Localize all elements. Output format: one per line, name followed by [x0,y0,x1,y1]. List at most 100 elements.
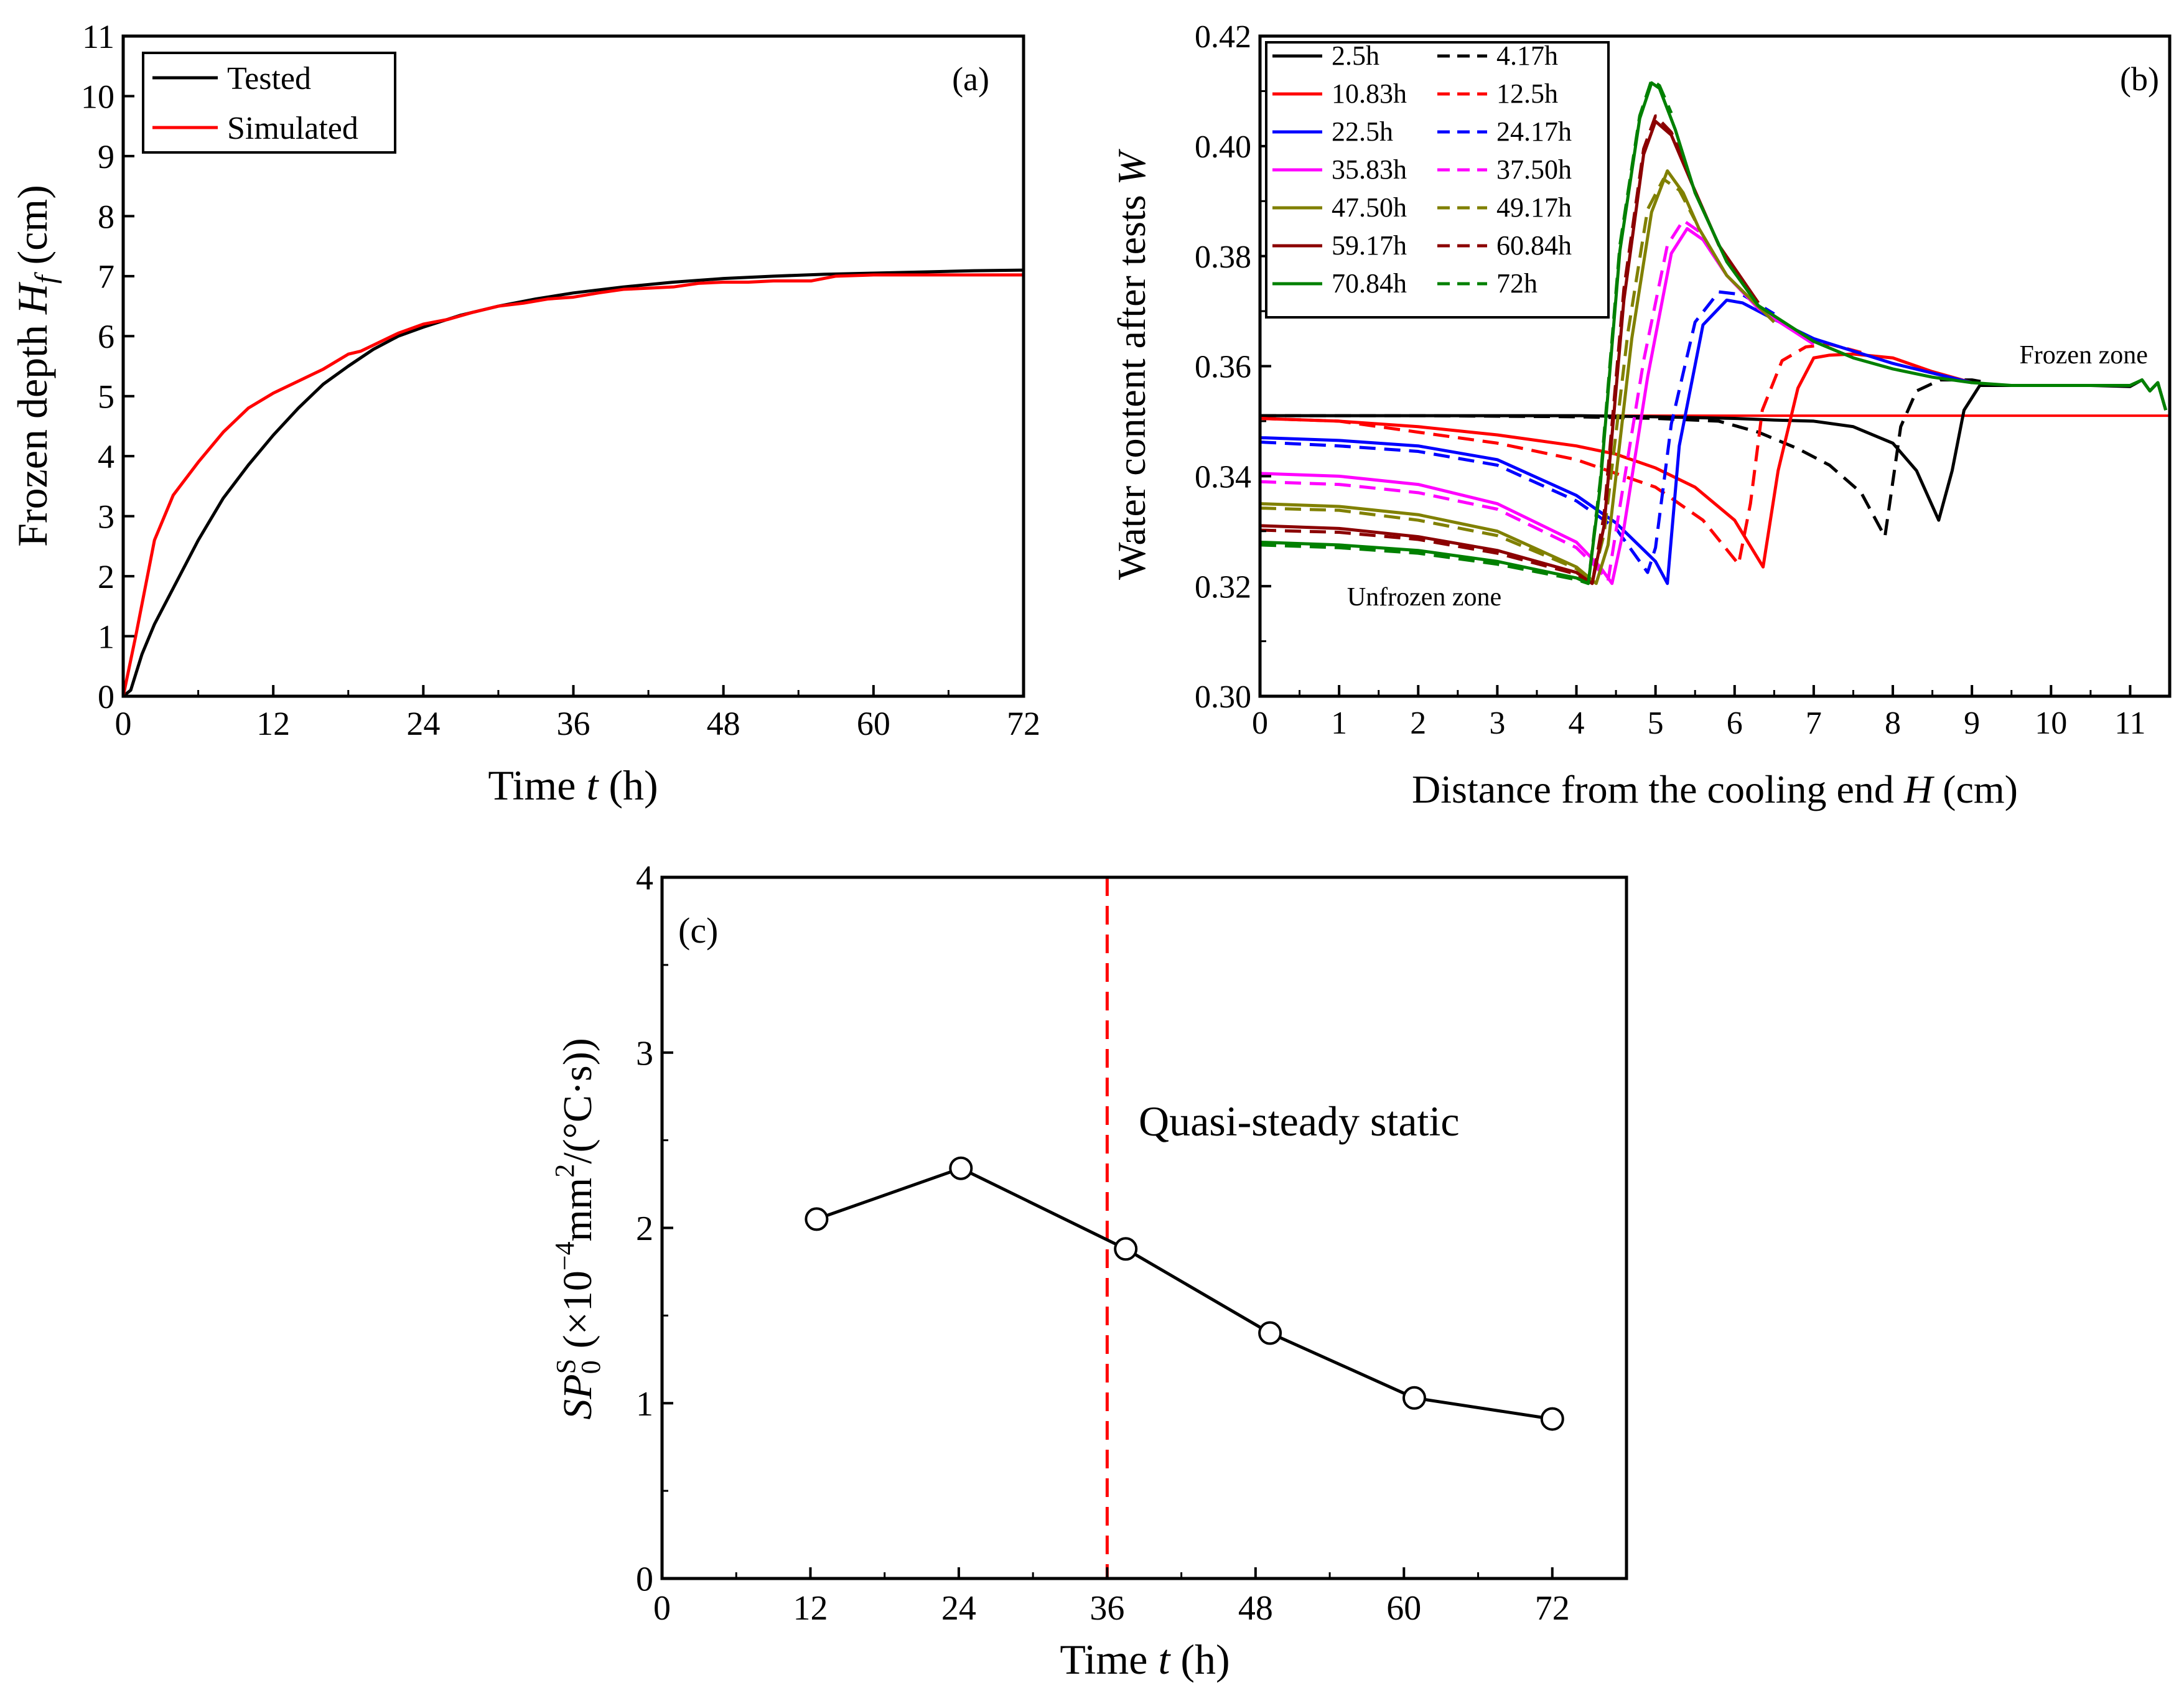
panel-a-y-tick-label: 1 [98,618,114,655]
panel-b-label: (b) [2120,60,2159,98]
panel-a-x-tick-label: 48 [707,705,740,742]
panel-c-x-tick-label: 48 [1238,1589,1273,1628]
legend-simulated-label: Simulated [227,111,358,146]
panel-b-legend: 2.5h 4.17h 10.83h 12.5h 22.5h 24.17h 35.83h 37.… [1265,40,1610,319]
panel-b-x-tick-label: 11 [2114,706,2145,741]
legend-label-70-84h: 70.84h [1332,268,1407,299]
legend-label-12-5h: 12.5h [1496,78,1558,109]
panel-b-y-tick-label: 0.34 [1195,460,1251,495]
panel-b-x-tick-label: 2 [1410,706,1426,741]
panel-b-x-tick-label: 0 [1252,706,1268,741]
panel-a-x-tick-label: 0 [115,705,132,742]
panel-a-plot-frame [121,34,1025,698]
annotation-frozen-zone: Frozen zone [2019,341,2147,370]
panel-c-x-tick-label: 24 [941,1589,976,1628]
panel-b-y-tick-label: 0.30 [1195,679,1251,715]
legend-label-22-5h: 22.5h [1332,116,1393,147]
panel-a-series-tested [122,268,1024,697]
panel-b-series-72h [1259,78,1673,585]
legend-label-35-83h: 35.83h [1332,154,1407,185]
panel-c-y-tick-label: 2 [636,1210,653,1248]
legend-label-4-17h: 4.17h [1496,40,1558,71]
panel-c-x-tick-label: 0 [653,1589,671,1628]
panel-a-y-tick-label: 9 [98,138,114,175]
panel-c-data-point [1402,1386,1426,1410]
panel-c-y-axis-title: SP0S (×10−4mm2/(°C·s)) [549,1038,606,1419]
panel-c-label: (c) [678,910,718,951]
panel-b-water-content-chart: 0 1 2 3 4 5 6 7 8 9 10 11 0.30 0.32 0.34 0.36 0.38 0.40 0.… [1109,19,2172,811]
panel-b-series-12-5h [1259,342,1862,566]
panel-a-legend: Tested Simulated [142,52,396,154]
panel-b-y-tick-label: 0.38 [1195,240,1251,275]
panel-a-y-tick-label: 8 [98,198,114,235]
panel-c-data-point [1114,1237,1138,1261]
legend-label-49-17h: 49.17h [1496,192,1572,223]
panel-a-x-tick-label: 60 [857,705,890,742]
panel-c-y-tick-label: 3 [636,1034,653,1073]
panel-b-series-37-50h [1259,218,1729,582]
panel-b-plot-frame [1258,34,2172,698]
panel-a-y-tick-label: 6 [98,318,114,355]
panel-c-series-0 [816,1167,1553,1421]
panel-c-x-tick-label: 36 [1090,1589,1124,1628]
panel-b-x-tick-label: 8 [1885,706,1901,741]
panel-c-x-axis-title: Time t (h) [1060,1636,1230,1683]
panel-a-x-axis-title: Time t (h) [488,762,658,809]
legend-label-2-5h: 2.5h [1332,40,1379,71]
annotation-quasi-steady-static: Quasi-steady static [1139,1098,1460,1145]
legend-label-10-83h: 10.83h [1332,78,1407,109]
panel-c-data-point [1258,1321,1282,1345]
panel-a-y-axis-title: Frozen depth Hf (cm) [9,185,62,547]
panel-b-x-tick-label: 9 [1964,706,1980,741]
panel-b-series-24-17h [1259,290,1775,574]
legend-tested-label: Tested [227,61,311,96]
panel-c-x-tick-label: 72 [1535,1589,1570,1628]
panel-c-data-point [949,1156,973,1180]
legend-label-47-50h: 47.50h [1332,192,1407,223]
panel-a-y-tick-label: 7 [98,258,114,296]
panel-c-plot-frame [660,875,1628,1580]
panel-a-series-simulated [121,273,1024,697]
panel-c-y-tick-label: 4 [636,859,653,898]
panel-b-x-axis-title: Distance from the cooling end H (cm) [1412,767,2018,811]
panel-b-x-tick-label: 5 [1648,706,1664,741]
panel-b-x-tick-label: 3 [1489,706,1505,741]
panel-a-y-tick-label: 3 [98,498,114,536]
panel-a-y-tick-label: 10 [81,78,114,115]
panel-b-x-tick-label: 6 [1727,706,1743,741]
panel-a-label: (a) [952,60,989,98]
panel-c-x-tick-label: 60 [1386,1589,1421,1628]
panel-a-y-tick-label: 5 [98,378,114,416]
panel-b-y-tick-label: 0.36 [1195,350,1251,385]
legend-label-59-17h: 59.17h [1332,230,1407,261]
panel-b-y-tick-label: 0.40 [1195,129,1251,165]
panel-b-x-tick-label: 1 [1331,706,1347,741]
panel-b-y-tick-label: 0.42 [1195,19,1251,55]
panel-b-y-axis-title: Water content after tests W [1109,148,1154,580]
panel-b-y-tick-label: 0.32 [1195,569,1251,605]
legend-label-24-17h: 24.17h [1496,116,1572,147]
panel-b-x-tick-label: 10 [2035,706,2067,741]
legend-label-37-50h: 37.50h [1496,154,1572,185]
legend-label-72h: 72h [1496,268,1538,299]
panel-a-x-tick-label: 36 [557,705,590,742]
panel-a-y-tick-label: 4 [98,438,114,475]
panel-a-y-tick-label: 11 [82,18,114,55]
panel-c-data-point [1540,1407,1564,1431]
panel-a-x-tick-label: 24 [406,705,440,742]
panel-b-x-tick-label: 7 [1806,706,1822,741]
panel-b-x-tick-label: 4 [1569,706,1585,741]
panel-a-x-tick-label: 72 [1007,705,1040,742]
panel-c-x-tick-label: 12 [793,1589,828,1628]
panel-b-series-4-17h [1260,378,1989,539]
panel-a-x-tick-label: 12 [256,705,290,742]
panel-b-series-60-84h [1259,114,1689,585]
panel-c-y-tick-label: 1 [636,1385,653,1424]
panel-c-data-point [805,1207,829,1231]
panel-a-y-tick-label: 0 [98,678,114,716]
panel-c-y-tick-label: 0 [636,1560,653,1599]
panel-a-y-tick-label: 2 [98,558,114,595]
